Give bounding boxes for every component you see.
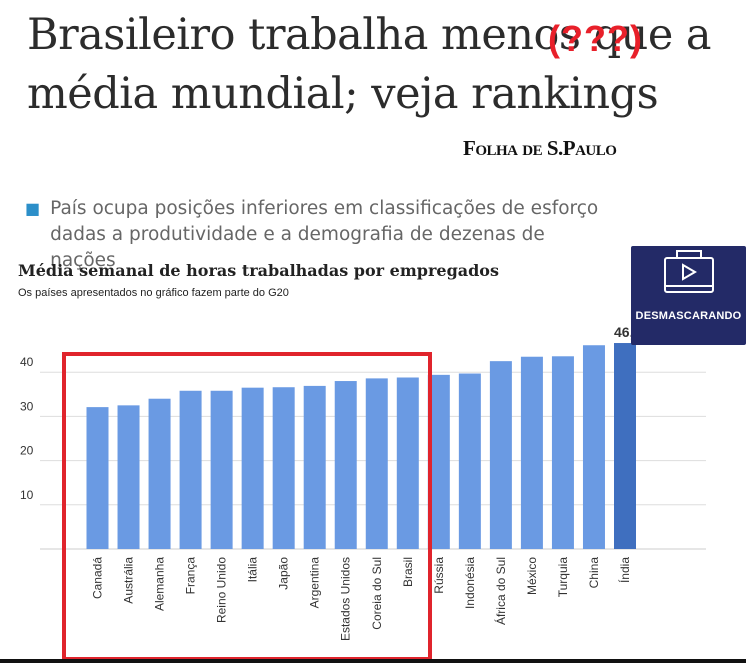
bar xyxy=(582,345,605,549)
bar xyxy=(272,387,295,549)
bar xyxy=(520,356,543,549)
bar xyxy=(365,378,388,549)
y-tick-label: 30 xyxy=(20,399,34,413)
bar xyxy=(86,407,109,549)
category-label: China xyxy=(587,557,601,589)
y-tick-label: 10 xyxy=(20,488,34,502)
article-subtitle: ■ País ocupa posições inferiores em clas… xyxy=(25,196,605,274)
y-tick-label: 40 xyxy=(20,355,34,369)
category-label: Japão xyxy=(277,557,291,590)
play-video-icon xyxy=(664,250,714,293)
category-label: Brasil xyxy=(401,557,415,587)
bar xyxy=(148,398,171,549)
category-label: Austrália xyxy=(122,557,136,604)
y-tick-label: 20 xyxy=(20,444,34,458)
category-label: França xyxy=(184,557,198,595)
bar xyxy=(458,373,481,549)
bar xyxy=(303,385,326,549)
category-label: Coreia do Sul xyxy=(370,557,384,630)
bar xyxy=(614,343,636,549)
channel-badge[interactable]: DESMASCARANDO xyxy=(631,246,746,345)
bar xyxy=(210,390,233,549)
category-label: Índia xyxy=(617,557,632,583)
article-subtitle-text: País ocupa posições inferiores em classi… xyxy=(50,198,599,271)
category-label: África do Sul xyxy=(493,557,508,625)
bar xyxy=(489,361,512,549)
category-label: México xyxy=(525,557,539,595)
category-label: Alemanha xyxy=(153,557,167,611)
category-label: Canadá xyxy=(91,557,105,599)
bar xyxy=(179,390,202,549)
data-label: 46, xyxy=(614,324,633,340)
chart-subtitle: Os países apresentados no gráfico fazem … xyxy=(18,287,289,299)
headline-tag: (???) xyxy=(548,18,643,59)
category-label: Argentina xyxy=(308,557,322,609)
category-label: Estados Unidos xyxy=(339,557,353,641)
bottom-rule xyxy=(0,659,746,663)
category-label: Itália xyxy=(246,557,260,583)
publisher-logo: Folha de S.Paulo xyxy=(463,136,617,160)
bullet-icon: ■ xyxy=(25,199,41,218)
bar xyxy=(241,387,264,549)
category-label: Reino Unido xyxy=(215,557,229,623)
bar xyxy=(334,381,357,549)
bar xyxy=(427,374,450,549)
badge-label: DESMASCARANDO xyxy=(635,310,742,322)
headline: Brasileiro trabalha menos que a média mu… xyxy=(27,10,712,119)
bar xyxy=(396,377,419,549)
bar xyxy=(551,356,574,549)
bar xyxy=(117,405,140,549)
category-label: Turquia xyxy=(556,557,570,598)
category-label: Indonésia xyxy=(463,557,477,609)
chart-title: Média semanal de horas trabalhadas por e… xyxy=(18,261,499,280)
category-label: Rússia xyxy=(432,557,446,594)
